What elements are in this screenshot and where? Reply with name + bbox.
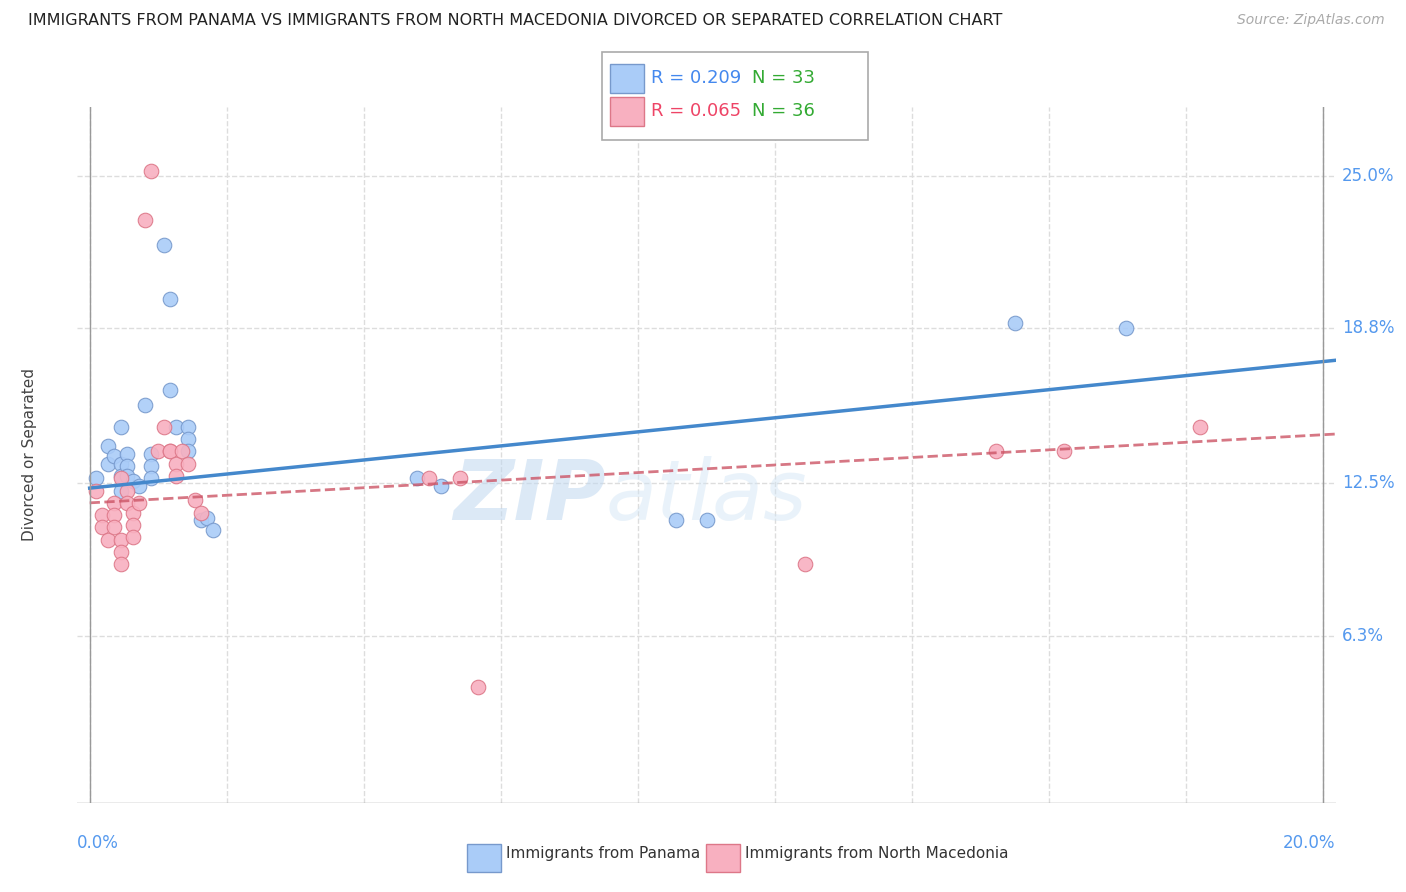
- Point: [159, 444, 181, 458]
- Text: IMMIGRANTS FROM PANAMA VS IMMIGRANTS FROM NORTH MACEDONIA DIVORCED OR SEPARATED : IMMIGRANTS FROM PANAMA VS IMMIGRANTS FRO…: [28, 13, 1002, 29]
- Point: [121, 518, 143, 533]
- Point: [115, 468, 138, 483]
- Point: [986, 444, 1008, 458]
- Text: Immigrants from North Macedonia: Immigrants from North Macedonia: [745, 847, 1008, 861]
- Point: [141, 471, 163, 485]
- Point: [84, 483, 107, 498]
- Point: [91, 520, 114, 534]
- Text: 6.3%: 6.3%: [1341, 626, 1384, 645]
- Point: [103, 520, 125, 534]
- Text: 18.8%: 18.8%: [1341, 319, 1395, 337]
- Point: [467, 680, 489, 694]
- Point: [405, 471, 427, 485]
- Point: [97, 457, 120, 471]
- Point: [110, 558, 132, 572]
- Point: [115, 447, 138, 461]
- Point: [172, 444, 194, 458]
- Point: [165, 457, 187, 471]
- Point: [134, 397, 156, 411]
- Point: [202, 523, 225, 537]
- Text: Source: ZipAtlas.com: Source: ZipAtlas.com: [1237, 13, 1385, 28]
- Point: [152, 419, 174, 434]
- Point: [91, 508, 114, 523]
- Point: [110, 471, 132, 485]
- Point: [696, 513, 718, 527]
- Point: [97, 439, 120, 453]
- Point: [1115, 321, 1137, 335]
- Point: [177, 432, 200, 446]
- Point: [121, 474, 143, 488]
- Point: [159, 444, 181, 458]
- Point: [110, 533, 132, 547]
- Point: [141, 164, 163, 178]
- Point: [103, 496, 125, 510]
- Text: 20.0%: 20.0%: [1284, 834, 1336, 852]
- Point: [110, 419, 132, 434]
- Point: [110, 468, 132, 483]
- Point: [177, 444, 200, 458]
- Point: [165, 419, 187, 434]
- Text: 12.5%: 12.5%: [1341, 475, 1395, 492]
- Point: [190, 513, 212, 527]
- Point: [1004, 317, 1026, 331]
- Point: [449, 471, 471, 485]
- Point: [430, 478, 453, 492]
- Point: [159, 292, 181, 306]
- Point: [159, 383, 181, 397]
- Text: R = 0.065: R = 0.065: [651, 103, 741, 120]
- Point: [115, 496, 138, 510]
- Text: ZIP: ZIP: [453, 456, 606, 537]
- Point: [121, 530, 143, 544]
- Point: [141, 447, 163, 461]
- Point: [121, 506, 143, 520]
- Point: [665, 513, 688, 527]
- Point: [195, 510, 218, 524]
- Point: [103, 508, 125, 523]
- Point: [1188, 419, 1211, 434]
- Point: [115, 483, 138, 498]
- Text: 25.0%: 25.0%: [1341, 167, 1395, 185]
- Point: [128, 496, 150, 510]
- Text: R = 0.209: R = 0.209: [651, 70, 741, 87]
- Point: [152, 237, 174, 252]
- Point: [128, 478, 150, 492]
- Point: [110, 457, 132, 471]
- Point: [794, 558, 817, 572]
- Text: 0.0%: 0.0%: [77, 834, 120, 852]
- Point: [183, 493, 205, 508]
- Text: atlas: atlas: [606, 456, 807, 537]
- Point: [115, 458, 138, 473]
- Point: [141, 458, 163, 473]
- Point: [190, 506, 212, 520]
- Point: [110, 483, 132, 498]
- Point: [103, 449, 125, 463]
- Point: [146, 444, 169, 458]
- Point: [84, 471, 107, 485]
- Point: [134, 213, 156, 227]
- Text: Immigrants from Panama: Immigrants from Panama: [506, 847, 700, 861]
- Point: [418, 471, 440, 485]
- Text: Divorced or Separated: Divorced or Separated: [22, 368, 37, 541]
- Text: N = 36: N = 36: [752, 103, 815, 120]
- Point: [110, 545, 132, 559]
- Point: [165, 468, 187, 483]
- Point: [177, 419, 200, 434]
- Text: N = 33: N = 33: [752, 70, 815, 87]
- Point: [1053, 444, 1076, 458]
- Point: [97, 533, 120, 547]
- Point: [177, 457, 200, 471]
